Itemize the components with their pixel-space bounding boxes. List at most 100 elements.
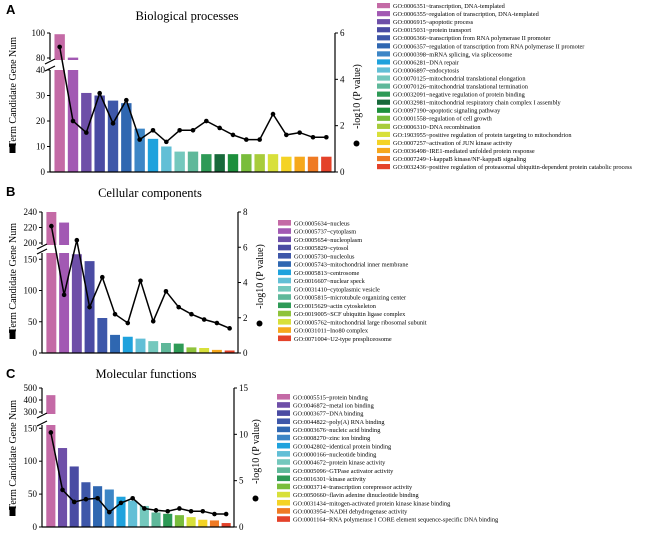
- right-axis-title: -log10 (P value): [352, 64, 363, 129]
- legend-swatch: [278, 310, 291, 317]
- pvalue-point: [138, 278, 143, 284]
- legend-entry: GO:0015629~actin cytoskeleton: [294, 303, 377, 310]
- legend-entry: GO:0031410~cytoplasmic vesicle: [294, 286, 380, 293]
- legend-swatch: [377, 115, 390, 121]
- pvalue-point: [189, 311, 194, 317]
- right-tick-label: 4: [243, 278, 248, 288]
- pvalue-point: [106, 509, 112, 515]
- bar: [71, 254, 82, 353]
- left-tick-label: 400: [24, 395, 38, 405]
- legend-entry: GO:0005737~cytoplasm: [294, 229, 356, 236]
- bar: [241, 154, 252, 172]
- legend-entry: GO:0007257~activation of JUN kinase acti…: [393, 140, 513, 147]
- bar: [69, 466, 79, 527]
- bar: [174, 151, 185, 172]
- right-tick-label: 2: [340, 121, 345, 131]
- bar: [134, 128, 145, 172]
- panel-label: A: [6, 2, 16, 17]
- right-axis-title: -log10 (P value): [251, 419, 262, 484]
- legend-entry: GO:0044822~poly(A) RNA binding: [293, 419, 385, 426]
- left-tick-label: 50: [28, 317, 38, 327]
- bar-upper-segment: [67, 57, 79, 60]
- legend-entry: GO:0032436~positive regulation of protea…: [393, 164, 633, 171]
- pvalue-point: [310, 134, 316, 140]
- left-tick-label: 0: [33, 522, 38, 532]
- bar: [227, 154, 239, 172]
- legend-swatch: [377, 11, 390, 17]
- legend-swatch: [377, 139, 390, 146]
- bar: [104, 489, 114, 527]
- pvalue-point: [70, 118, 76, 124]
- bar: [209, 520, 220, 527]
- axis-break-mark: [44, 58, 56, 65]
- legend-swatch: [377, 83, 390, 89]
- legend-swatch: [377, 67, 390, 73]
- legend-entry: GO:0000166~nucleotide binding: [293, 451, 377, 458]
- legend-entry: GO:0004672~protein kinase activity: [293, 460, 386, 467]
- legend-entry: GO:0005654~nucleoplasm: [294, 237, 362, 244]
- legend-swatch: [278, 253, 291, 259]
- left-tick-label: 30: [36, 91, 46, 101]
- legend-swatch: [277, 426, 290, 433]
- legend-swatch: [278, 261, 291, 267]
- legend-swatch: [278, 319, 291, 325]
- pvalue-point: [176, 304, 181, 310]
- left-tick-label: 50: [28, 489, 38, 499]
- bar: [321, 156, 332, 172]
- legend-entry: GO:0008270~zinc ion binding: [293, 435, 371, 442]
- pvalue-point: [110, 121, 116, 126]
- legend-swatch: [377, 27, 390, 33]
- right-tick-label: 6: [243, 242, 248, 252]
- bar: [211, 349, 222, 353]
- legend-entry: GO:0036498~IRE1-mediated unfolded protei…: [393, 148, 535, 155]
- legend-entry: GO:0032981~mitochondrial respiratory cha…: [393, 100, 561, 107]
- bar: [161, 146, 172, 172]
- legend-swatch: [278, 236, 291, 243]
- chart-title: Molecular functions: [95, 367, 196, 381]
- axis-break-mark: [36, 420, 48, 427]
- legend-swatch: [278, 228, 291, 234]
- left-tick-label: 40: [36, 65, 46, 75]
- pvalue-point: [244, 137, 249, 142]
- right-axis-legend-dot: [256, 320, 263, 327]
- pvalue-point: [217, 125, 222, 131]
- legend-entry: GO:0071004~U2-type prespliceosome: [294, 336, 392, 343]
- legend-entry: GO:0006897~endocytosis: [393, 67, 460, 74]
- legend-swatch: [278, 269, 291, 276]
- pvalue-point: [125, 320, 131, 326]
- legend-swatch: [377, 19, 390, 25]
- left-tick-label: 100: [24, 456, 38, 466]
- pvalue-point: [97, 90, 102, 96]
- bar: [186, 347, 197, 353]
- pvalue-point: [87, 304, 92, 310]
- legend-entry: GO:0003677~DNA binding: [293, 411, 364, 418]
- bar: [173, 343, 184, 353]
- right-tick-label: 0: [243, 348, 248, 358]
- left-tick-label: 0: [33, 348, 38, 358]
- legend-swatch: [277, 451, 290, 457]
- legend-swatch: [278, 335, 291, 342]
- right-tick-label: 5: [239, 476, 244, 486]
- pvalue-point: [200, 508, 206, 514]
- legend-swatch: [278, 277, 291, 284]
- bar: [93, 486, 103, 527]
- bar: [107, 100, 119, 172]
- legend-entry: GO:0001164~RNA polymerase I CORE element…: [293, 517, 499, 524]
- bar: [214, 154, 225, 172]
- pvalue-point: [150, 128, 156, 133]
- legend-swatch: [377, 91, 390, 97]
- axis-break-mark: [44, 65, 56, 72]
- right-tick-label: 8: [243, 207, 248, 217]
- legend-entry: GO:1903955~positive regulation of protei…: [393, 132, 572, 139]
- axis-break-mark: [36, 243, 48, 250]
- legend-swatch: [278, 294, 291, 300]
- bar: [281, 156, 292, 172]
- pvalue-point: [201, 317, 207, 322]
- right-tick-label: 2: [243, 313, 248, 323]
- legend-entry: GO:0003954~NADH dehydrogenase activity: [293, 509, 408, 516]
- pvalue-point: [84, 130, 89, 135]
- legend-entry: GO:0015031~protein transport: [393, 27, 471, 34]
- pvalue-point: [188, 508, 194, 514]
- legend-swatch: [277, 467, 290, 473]
- legend-swatch: [277, 508, 290, 514]
